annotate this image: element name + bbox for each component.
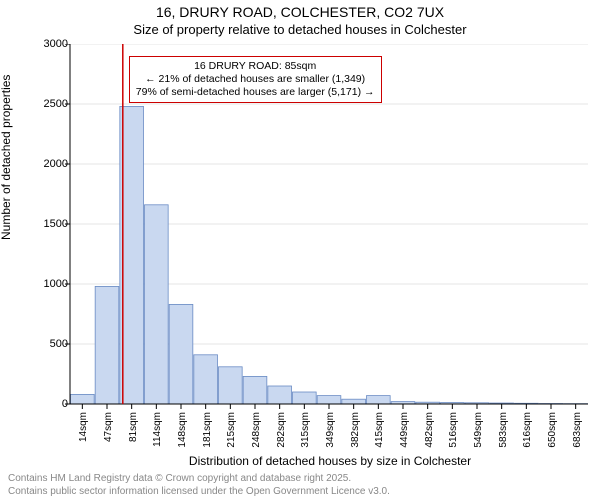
x-tick-label: 549sqm: [473, 376, 484, 412]
y-tick-label: 2000: [8, 158, 68, 170]
x-tick-label: 349sqm: [325, 376, 336, 412]
y-tick-label: 2500: [8, 98, 68, 110]
y-tick-label: 0: [8, 398, 68, 410]
footer-line2: Contains public sector information licen…: [8, 485, 390, 498]
annotation-line1: 16 DRURY ROAD: 85sqm: [136, 60, 375, 73]
x-tick-label: 315sqm: [300, 376, 311, 412]
footer-attribution: Contains HM Land Registry data © Crown c…: [8, 472, 390, 498]
chart-subtitle: Size of property relative to detached ho…: [0, 22, 600, 37]
x-tick-label: 282sqm: [276, 376, 287, 412]
x-axis-label: Distribution of detached houses by size …: [70, 454, 590, 468]
x-tick-label: 148sqm: [177, 376, 188, 412]
x-tick-label: 583sqm: [498, 376, 509, 412]
x-tick-label: 382sqm: [350, 376, 361, 412]
y-tick-label: 1000: [8, 278, 68, 290]
bar: [145, 205, 169, 404]
x-tick-label: 14sqm: [78, 382, 89, 412]
chart-title: 16, DRURY ROAD, COLCHESTER, CO2 7UX: [0, 4, 600, 20]
x-tick-label: 650sqm: [547, 376, 558, 412]
x-tick-label: 616sqm: [522, 376, 533, 412]
x-tick-label: 181sqm: [202, 376, 213, 412]
x-tick-label: 415sqm: [374, 376, 385, 412]
x-tick-label: 482sqm: [424, 376, 435, 412]
annotation-box: 16 DRURY ROAD: 85sqm ← 21% of detached h…: [129, 56, 382, 103]
y-tick-label: 3000: [8, 38, 68, 50]
x-tick-label: 683sqm: [572, 376, 583, 412]
x-tick-label: 81sqm: [128, 382, 139, 412]
y-tick-label: 500: [8, 338, 68, 350]
x-tick-label: 215sqm: [226, 376, 237, 412]
annotation-line2: ← 21% of detached houses are smaller (1,…: [136, 73, 375, 86]
y-tick-label: 1500: [8, 218, 68, 230]
x-tick-label: 47sqm: [103, 382, 114, 412]
annotation-line3: 79% of semi-detached houses are larger (…: [136, 86, 375, 99]
property-size-chart: 16, DRURY ROAD, COLCHESTER, CO2 7UX Size…: [0, 0, 600, 500]
x-tick-label: 449sqm: [399, 376, 410, 412]
footer-line1: Contains HM Land Registry data © Crown c…: [8, 472, 390, 485]
x-tick-label: 248sqm: [251, 376, 262, 412]
x-tick-label: 114sqm: [152, 377, 163, 412]
x-tick-label: 516sqm: [448, 376, 459, 412]
